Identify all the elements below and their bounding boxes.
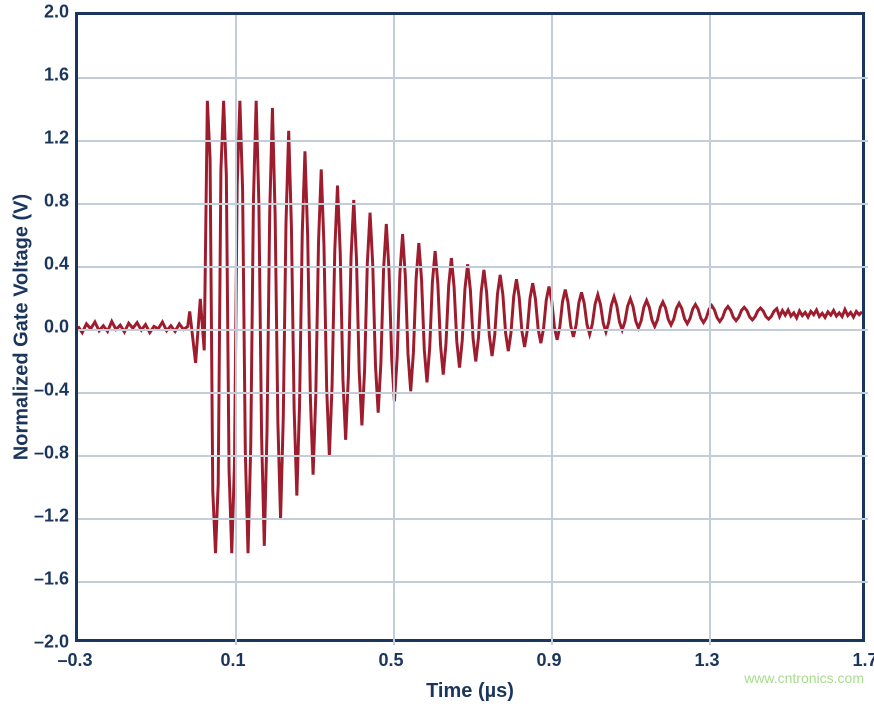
y-axis-label: Normalized Gate Voltage (V) (11, 12, 34, 642)
x-tick-label: 1.7 (852, 650, 874, 671)
voltage-trace (78, 101, 862, 553)
grid-line-horizontal (78, 581, 868, 583)
x-tick-label: 0.1 (220, 650, 245, 671)
chart-container: Normalized Gate Voltage (V) Time (µs) ww… (0, 0, 874, 708)
grid-line-horizontal (78, 140, 868, 142)
y-tick-label: –1.6 (34, 569, 69, 590)
grid-line-horizontal (78, 455, 868, 457)
watermark: www.cntronics.com (744, 670, 864, 686)
plot-area (75, 12, 865, 642)
x-tick-label: 1.3 (694, 650, 719, 671)
x-tick-label: –0.3 (57, 650, 92, 671)
x-axis-label: Time (µs) (426, 680, 514, 703)
y-tick-label: 0.4 (44, 254, 69, 275)
grid-line-horizontal (78, 518, 868, 520)
y-tick-label: 1.2 (44, 128, 69, 149)
y-tick-label: –0.8 (34, 443, 69, 464)
waveform-svg (78, 15, 862, 639)
grid-line-horizontal (78, 203, 868, 205)
y-tick-label: 0.0 (44, 317, 69, 338)
grid-line-horizontal (78, 392, 868, 394)
grid-line-horizontal (78, 329, 868, 331)
grid-line-horizontal (78, 77, 868, 79)
y-tick-label: 2.0 (44, 2, 69, 23)
y-tick-label: –2.0 (34, 632, 69, 653)
y-tick-label: –1.2 (34, 506, 69, 527)
y-tick-label: –0.4 (34, 380, 69, 401)
x-tick-label: 0.5 (378, 650, 403, 671)
y-tick-label: 0.8 (44, 191, 69, 212)
y-tick-label: 1.6 (44, 65, 69, 86)
grid-line-horizontal (78, 266, 868, 268)
x-tick-label: 0.9 (536, 650, 561, 671)
